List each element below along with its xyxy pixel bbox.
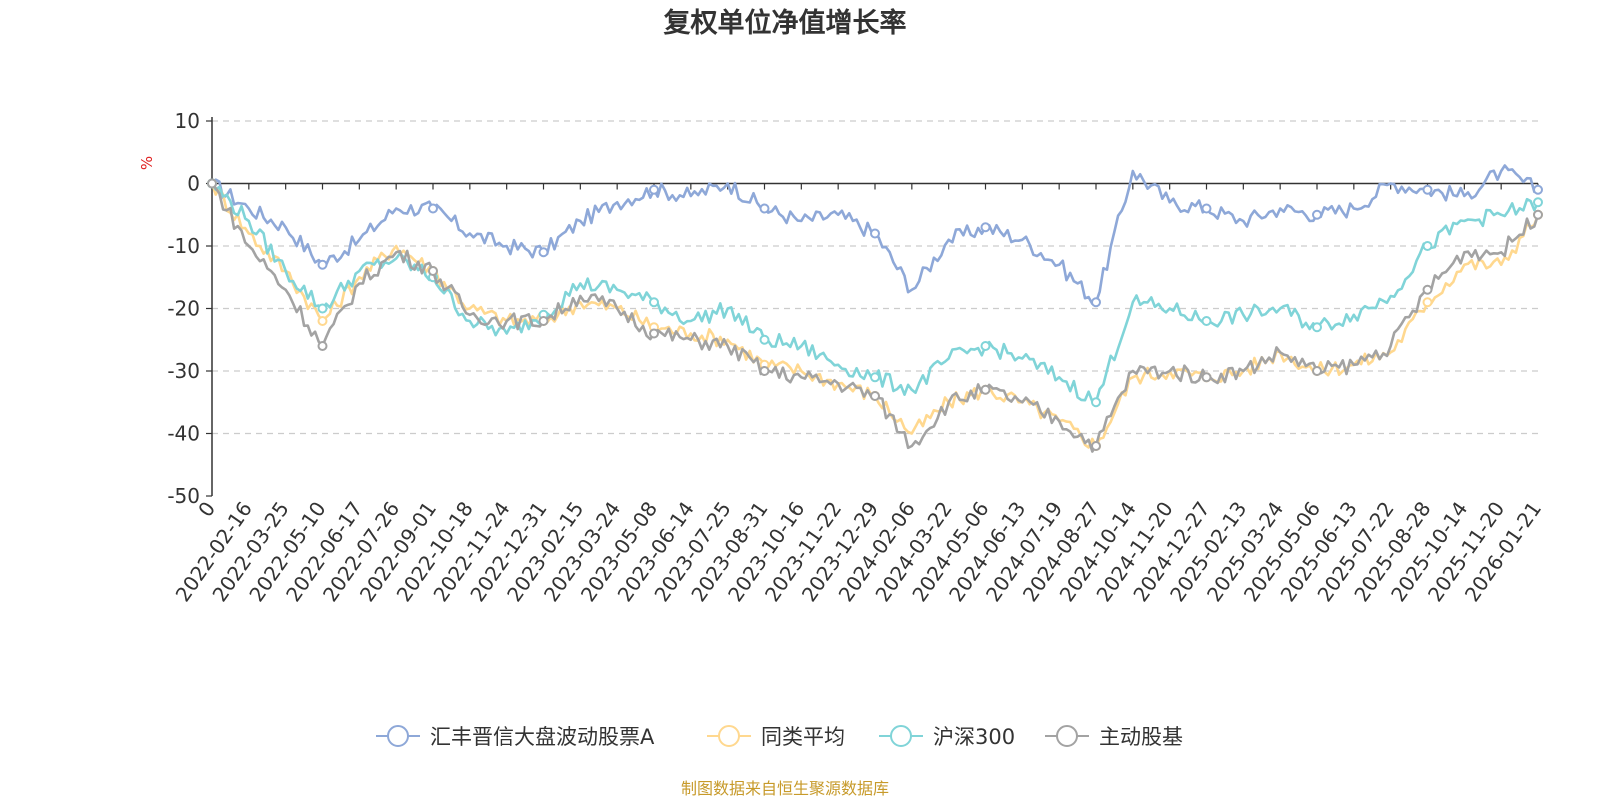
legend-label: 主动股基 — [1099, 725, 1183, 749]
data-point — [317, 303, 328, 314]
data-point — [317, 316, 328, 326]
legend-label: 同类平均 — [761, 725, 845, 749]
data-point — [1422, 241, 1433, 251]
data-point — [1091, 297, 1101, 308]
x-tick-label: 0 — [193, 497, 220, 521]
series-line-3 — [210, 182, 1540, 453]
data-point — [207, 178, 217, 189]
y-axis-unit: % — [138, 156, 156, 170]
data-point — [980, 222, 991, 233]
y-tick-label: 10 — [175, 109, 200, 133]
data-point — [649, 297, 659, 308]
data-point — [317, 341, 328, 351]
data-point — [1091, 441, 1101, 451]
data-point — [428, 203, 438, 214]
data-point — [1312, 209, 1322, 220]
data-point — [980, 384, 991, 395]
data-point — [1201, 316, 1212, 326]
data-point — [1422, 297, 1433, 308]
legend-item-2[interactable]: 沪深300 — [879, 725, 1015, 749]
data-point — [1533, 184, 1543, 195]
data-point — [538, 316, 549, 326]
legend-item-3[interactable]: 主动股基 — [1045, 725, 1183, 749]
data-point — [870, 391, 880, 401]
data-point — [980, 341, 991, 351]
data-point — [317, 259, 328, 270]
data-point — [1201, 372, 1212, 383]
legend[interactable]: 汇丰晋信大盘波动股票A 同类平均 沪深300 主动股基 — [376, 725, 1183, 749]
data-point — [1533, 197, 1543, 208]
legend-marker — [718, 725, 740, 747]
data-point — [1312, 366, 1322, 376]
legend-label: 汇丰晋信大盘波动股票A — [430, 725, 655, 749]
data-point — [1201, 203, 1212, 214]
data-point — [870, 228, 880, 239]
axis-layer: 100-10-20-30-40-5002022-02-162022-03-252… — [167, 109, 1546, 606]
series-line-2 — [210, 182, 1540, 404]
chart-title: 复权单位净值增长率 — [664, 7, 907, 39]
data-point — [870, 372, 880, 383]
y-tick-label: -20 — [167, 297, 200, 321]
data-point — [649, 328, 659, 339]
y-tick-label: -10 — [167, 234, 200, 258]
data-point — [1422, 284, 1433, 295]
grid-layer — [212, 120, 1538, 435]
data-point — [1091, 397, 1101, 408]
data-point — [428, 266, 438, 276]
series-layer — [207, 164, 1543, 453]
data-point — [1422, 184, 1433, 195]
legend-marker — [387, 725, 409, 747]
y-tick-label: 0 — [187, 172, 200, 196]
data-point — [759, 203, 770, 214]
y-tick-label: -40 — [167, 422, 200, 446]
legend-item-0[interactable]: 汇丰晋信大盘波动股票A — [376, 725, 655, 749]
legend-label: 沪深300 — [933, 725, 1015, 749]
legend-marker — [1056, 725, 1078, 747]
series-line-1 — [210, 183, 1540, 449]
data-point — [1533, 209, 1543, 220]
data-point — [538, 247, 549, 258]
legend-item-1[interactable]: 同类平均 — [707, 725, 845, 749]
data-point — [759, 334, 770, 345]
data-point — [649, 184, 659, 195]
data-point — [1312, 322, 1322, 333]
legend-marker — [890, 725, 912, 747]
y-tick-label: -30 — [167, 359, 200, 383]
data-source-note: 制图数据来自恒生聚源数据库 — [681, 779, 889, 798]
data-point — [759, 366, 770, 376]
y-tick-label: -50 — [167, 484, 200, 508]
